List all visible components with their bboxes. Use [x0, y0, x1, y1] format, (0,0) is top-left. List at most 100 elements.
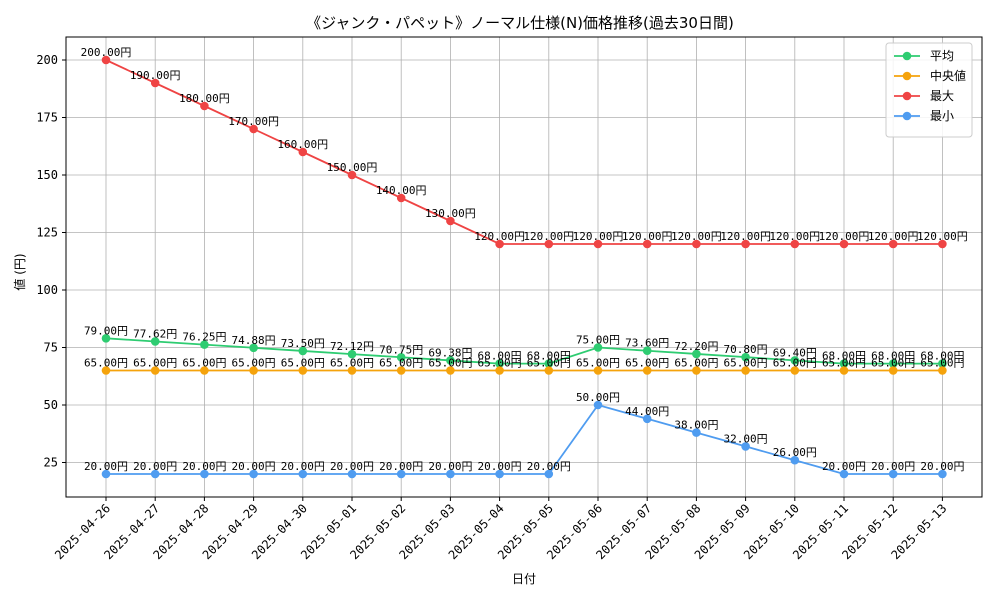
data-label: 65.00円 — [428, 357, 472, 370]
data-label: 72.20円 — [674, 340, 718, 353]
legend-swatch-marker — [902, 71, 912, 81]
y-axis-label: 値 (円) — [12, 253, 27, 290]
data-point — [839, 366, 849, 375]
data-point — [790, 455, 800, 465]
data-label: 68.00円 — [920, 350, 964, 363]
data-label: 160.00円 — [277, 138, 328, 151]
data-label: 77.62円 — [133, 327, 177, 340]
data-point — [347, 349, 357, 359]
data-label: 150.00円 — [327, 161, 378, 174]
data-point — [593, 366, 603, 375]
data-point — [200, 366, 209, 375]
y-tick-label: 75 — [44, 341, 58, 355]
data-label: 20.00円 — [379, 460, 423, 473]
data-point — [790, 239, 800, 249]
data-label: 65.00円 — [232, 357, 276, 370]
data-label: 65.00円 — [724, 357, 768, 370]
data-point — [495, 366, 504, 375]
data-point — [200, 469, 209, 479]
series-group — [101, 334, 947, 368]
data-point — [101, 334, 111, 343]
data-point — [642, 414, 652, 424]
data-label: 73.60円 — [625, 337, 669, 350]
data-label: 73.50円 — [281, 337, 325, 350]
data-label: 65.00円 — [822, 357, 866, 370]
data-point — [495, 469, 504, 479]
data-point — [593, 343, 603, 352]
plot-area — [65, 36, 983, 498]
data-point — [544, 366, 554, 375]
data-point — [446, 469, 455, 479]
data-point — [938, 239, 947, 249]
legend-swatch-marker — [902, 111, 912, 121]
data-point — [446, 366, 455, 375]
data-label: 65.00円 — [674, 357, 718, 370]
data-label: 120.00円 — [720, 230, 771, 243]
data-point — [938, 366, 947, 375]
data-label: 20.00円 — [871, 460, 915, 473]
data-label: 20.00円 — [330, 460, 374, 473]
data-label: 65.00円 — [330, 357, 374, 370]
data-label: 120.00円 — [819, 230, 870, 243]
data-point — [544, 469, 554, 479]
data-label: 68.00円 — [527, 350, 571, 363]
y-tick-label: 100 — [36, 283, 58, 297]
data-point — [298, 366, 308, 375]
data-point — [692, 366, 701, 375]
data-point — [888, 359, 898, 368]
data-point — [347, 366, 357, 375]
data-point — [938, 359, 947, 368]
data-point — [298, 469, 308, 479]
data-point — [642, 239, 652, 249]
data-point — [888, 366, 898, 375]
data-point — [150, 78, 160, 88]
data-label: 20.00円 — [84, 460, 128, 473]
data-point — [101, 366, 111, 375]
data-label: 65.00円 — [625, 357, 669, 370]
data-point — [790, 366, 800, 375]
data-label: 65.00円 — [133, 357, 177, 370]
data-point — [938, 469, 947, 479]
data-label: 74.88円 — [232, 334, 276, 347]
data-label: 69.40円 — [773, 346, 817, 359]
legend-entry: 中央値 — [930, 68, 966, 83]
x-axis-label: 日付 — [512, 572, 536, 586]
data-point — [741, 442, 750, 451]
data-label: 65.00円 — [773, 357, 817, 370]
data-point — [347, 170, 357, 180]
legend-swatch-marker — [902, 51, 912, 61]
data-point — [642, 366, 652, 375]
y-tick-label: 200 — [36, 53, 58, 67]
data-label: 65.00円 — [871, 357, 915, 370]
data-point — [741, 366, 750, 375]
data-label: 32.00円 — [724, 432, 768, 445]
data-label: 26.00円 — [773, 446, 817, 459]
data-label: 120.00円 — [474, 230, 525, 243]
data-point — [150, 366, 160, 375]
data-point — [249, 366, 258, 375]
data-label: 120.00円 — [523, 230, 574, 243]
data-label: 170.00円 — [228, 115, 279, 128]
data-point — [249, 343, 258, 353]
data-point — [495, 359, 504, 368]
data-point — [249, 124, 258, 134]
data-label: 50.00円 — [576, 391, 620, 404]
data-label: 20.00円 — [527, 460, 571, 473]
data-point — [150, 469, 160, 479]
data-label: 65.00円 — [920, 357, 964, 370]
data-point — [544, 359, 554, 368]
data-point — [396, 366, 406, 375]
series-group — [101, 366, 947, 375]
data-point — [150, 337, 160, 346]
data-label: 65.00円 — [84, 357, 128, 370]
data-label: 72.12円 — [330, 340, 374, 353]
data-label: 200.00円 — [81, 46, 132, 59]
data-label: 120.00円 — [573, 230, 624, 243]
data-point — [446, 356, 455, 365]
data-point — [446, 216, 455, 226]
data-label: 65.00円 — [478, 357, 522, 370]
data-label: 65.00円 — [281, 357, 325, 370]
series-line — [105, 337, 943, 365]
data-point — [593, 400, 603, 410]
